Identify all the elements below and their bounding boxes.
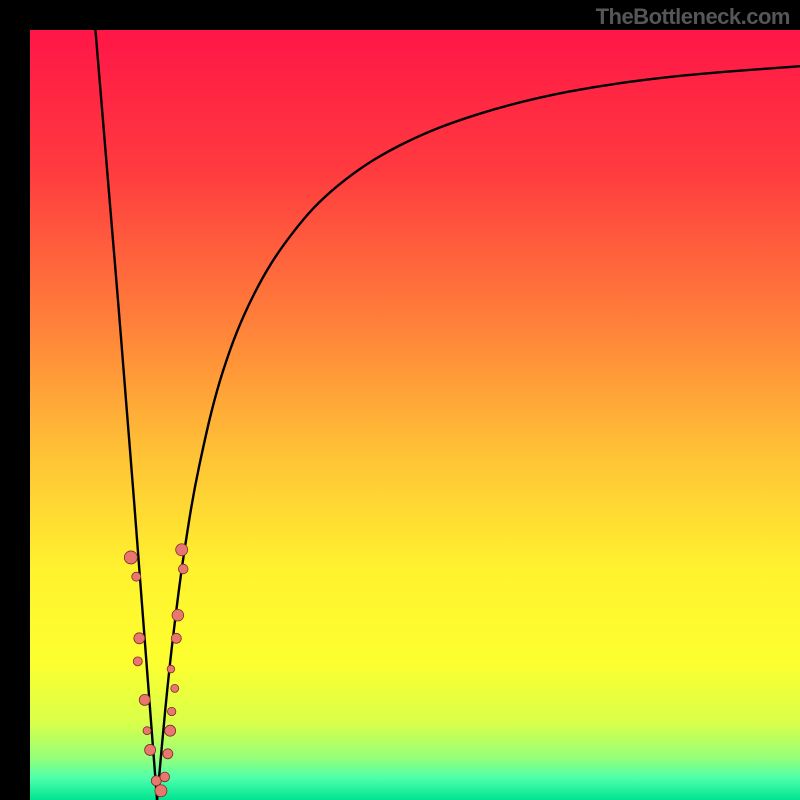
- scatter-point: [171, 684, 179, 692]
- plot-area: [30, 30, 800, 800]
- scatter-point: [143, 727, 151, 735]
- watermark-text: TheBottleneck.com: [596, 4, 790, 30]
- scatter-point: [160, 772, 170, 782]
- scatter-point: [165, 725, 176, 736]
- scatter-point: [155, 785, 167, 797]
- scatter-point: [124, 551, 137, 564]
- chart-svg: [30, 30, 800, 800]
- scatter-point: [145, 744, 156, 755]
- scatter-point: [178, 564, 188, 574]
- scatter-point: [176, 544, 188, 556]
- scatter-point: [172, 609, 184, 621]
- scatter-point: [171, 633, 181, 643]
- scatter-point: [167, 707, 175, 715]
- scatter-point: [132, 572, 141, 581]
- chart-container: TheBottleneck.com: [0, 0, 800, 800]
- scatter-point: [133, 657, 142, 666]
- scatter-point: [163, 749, 173, 759]
- scatter-point: [167, 665, 175, 673]
- gradient-background: [30, 30, 800, 800]
- scatter-point: [134, 633, 145, 644]
- scatter-point: [139, 694, 150, 705]
